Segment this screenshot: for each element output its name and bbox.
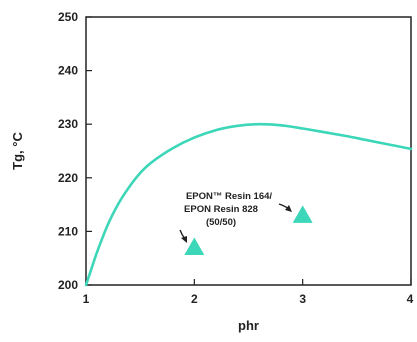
x-axis-ticks: 1 2 3 4 (83, 279, 414, 306)
x-axis-label: phr (238, 318, 259, 333)
x-tick-label: 4 (407, 292, 414, 306)
y-tick-label: 230 (58, 117, 78, 131)
plot-frame (85, 16, 412, 286)
y-tick-label: 250 (58, 10, 78, 24)
blend-annotation: EPON™ Resin 164/ EPON Resin 828 (50/50) (179, 191, 292, 243)
y-tick-label: 200 (58, 278, 78, 292)
annotation-arrowhead-2phr (181, 236, 187, 243)
annotation-line-1: EPON™ Resin 164/ (186, 191, 272, 202)
tg-curve-line (84, 122, 413, 287)
annotation-arrowhead-3phr (285, 205, 292, 212)
blend-markers (184, 205, 313, 255)
x-tick-label: 3 (299, 292, 306, 306)
blend-triangle-marker (184, 237, 205, 255)
annotation-line-2: EPON Resin 828 (184, 204, 258, 215)
blend-triangle-marker (292, 205, 313, 223)
y-tick-label: 240 (58, 64, 78, 78)
y-axis-label: Tg, °C (10, 132, 25, 170)
annotation-line-3: (50/50) (206, 217, 236, 228)
x-tick-label: 1 (83, 292, 90, 306)
x-tick-label: 2 (191, 292, 198, 306)
y-axis-ticks: 200 210 220 230 240 250 (58, 10, 92, 292)
y-tick-label: 210 (58, 224, 78, 238)
y-tick-label: 220 (58, 171, 78, 185)
